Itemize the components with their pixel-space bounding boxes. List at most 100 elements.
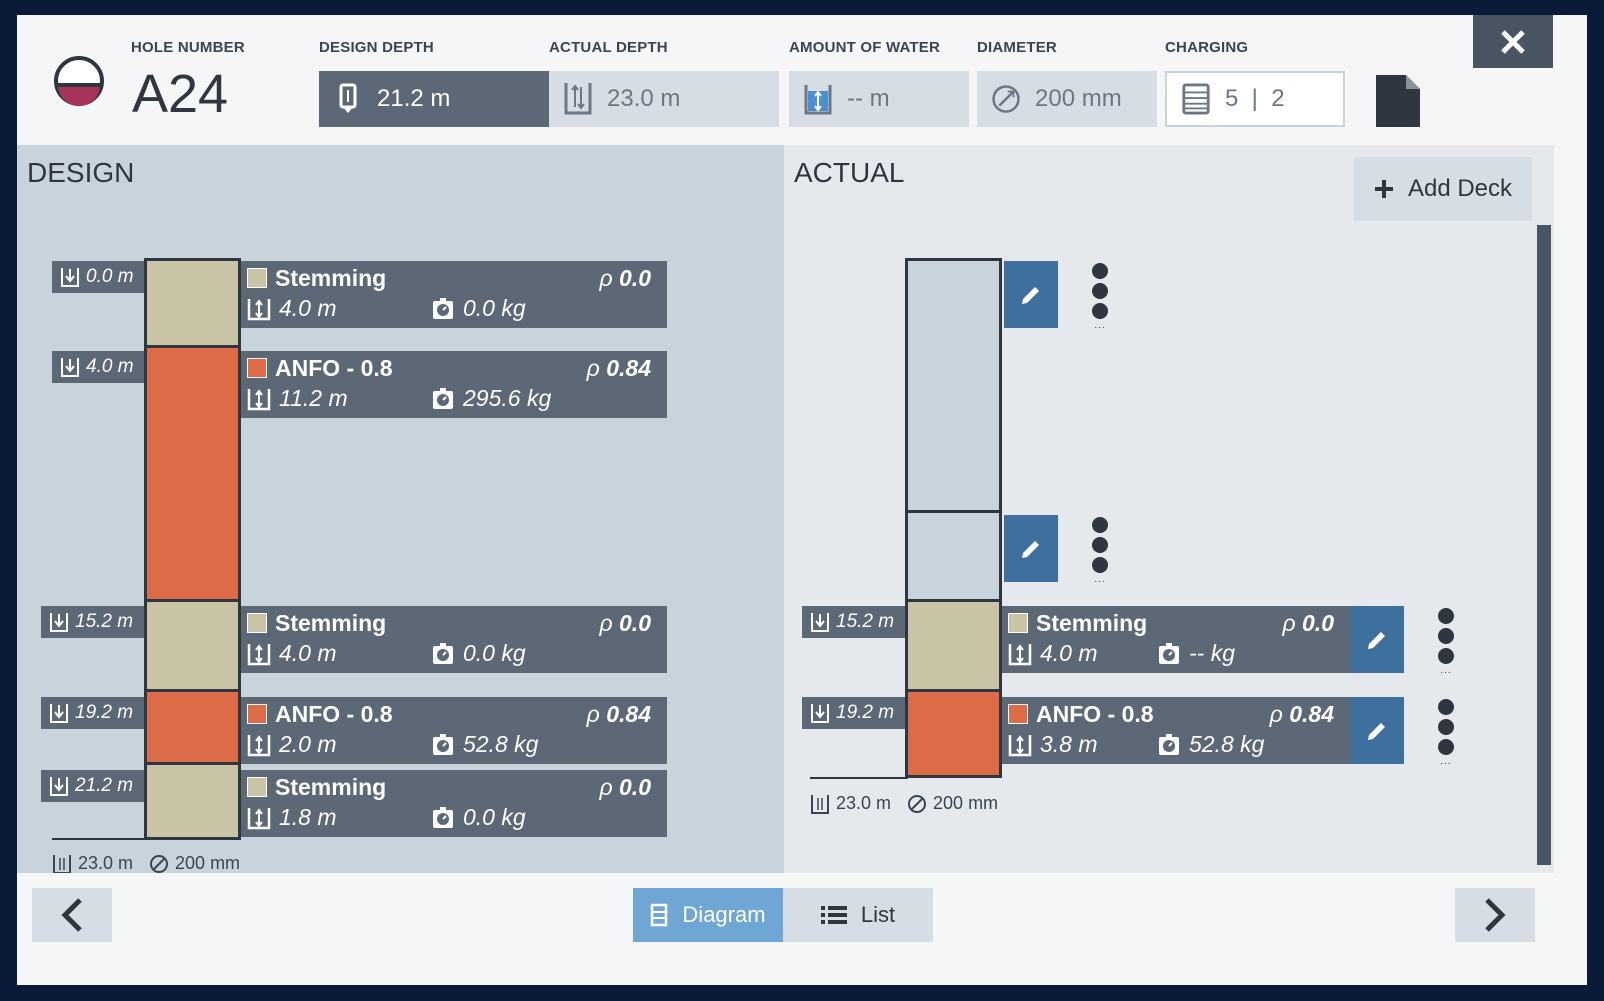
deck-name: Stemming: [1036, 610, 1148, 636]
deck-mass: 0.0 kg: [431, 295, 526, 322]
deck-density: ρ 0.84: [1269, 701, 1334, 727]
more-options-button[interactable]: ...: [1436, 608, 1456, 678]
tab-diagram[interactable]: Diagram: [633, 888, 783, 942]
deck-card[interactable]: Stemming ρ 0.0 4.0 m 0.0 kg: [241, 261, 667, 328]
diameter-value: 200 mm: [1035, 85, 1122, 112]
hole-dialog: HOLE NUMBER A24 DESIGN DEPTH 21.2 m ACTU…: [17, 15, 1587, 985]
design-depth-field[interactable]: 21.2 m: [319, 71, 549, 127]
deck-card[interactable]: ANFO - 0.8 ρ 0.84 3.8 m 52.8 kg: [1002, 697, 1350, 764]
charging-label: CHARGING: [1165, 39, 1249, 56]
water-field[interactable]: -- m: [789, 71, 969, 127]
design-depth-value: 21.2 m: [377, 85, 451, 112]
length-icon: [247, 643, 271, 665]
edit-deck-button[interactable]: [1004, 515, 1058, 582]
depth-icon: [50, 704, 68, 723]
charging-field[interactable]: 5 | 2: [1165, 71, 1345, 127]
list-icon: [820, 906, 847, 924]
edit-deck-button[interactable]: [1004, 261, 1058, 328]
deck-length: 2.0 m: [247, 731, 337, 758]
diameter-field[interactable]: 200 mm: [977, 71, 1157, 127]
more-options-button[interactable]: ...: [1436, 699, 1456, 769]
footer: Diagram List: [17, 873, 1587, 985]
design-bottom-info: 23.0 m 200 mm: [52, 853, 240, 874]
actual-segment-empty: [908, 513, 999, 599]
weight-icon: [433, 642, 453, 664]
hole-number: A24: [132, 64, 229, 124]
deck-card[interactable]: Stemming ρ 0.0 1.8 m 0.0 kg: [241, 770, 667, 837]
add-deck-button[interactable]: Add Deck: [1354, 157, 1532, 221]
design-hole-column: [144, 258, 241, 840]
actual-segment-stemming: [908, 602, 999, 689]
edit-deck-button[interactable]: [1350, 697, 1404, 764]
deck-density: ρ 0.0: [599, 610, 651, 636]
depth-tag: 19.2 m: [802, 697, 905, 729]
deck-density: ρ 0.84: [586, 701, 651, 727]
deck-card[interactable]: Stemming ρ 0.0 4.0 m -- kg: [1002, 606, 1350, 673]
length-icon: [247, 734, 271, 756]
more-options-button[interactable]: ...: [1090, 517, 1110, 587]
next-button[interactable]: [1455, 888, 1535, 942]
weight-icon: [433, 387, 453, 409]
previous-button[interactable]: [32, 888, 112, 942]
design-segment-anfo: [147, 348, 238, 599]
deck-name: ANFO - 0.8: [275, 355, 393, 381]
length-icon: [247, 807, 271, 829]
deck-card[interactable]: ANFO - 0.8 ρ 0.84 2.0 m 52.8 kg: [241, 697, 667, 764]
deck-color-swatch: [1008, 613, 1028, 633]
depth-icon: [811, 613, 829, 632]
design-title: DESIGN: [27, 157, 135, 188]
plus-icon: [1374, 180, 1393, 198]
document-icon[interactable]: [1374, 73, 1422, 129]
close-icon: [1501, 29, 1525, 54]
close-button[interactable]: [1473, 15, 1553, 68]
length-icon: [247, 388, 271, 410]
deck-color-swatch: [247, 268, 267, 288]
deck-density: ρ 0.0: [599, 265, 651, 291]
deck-name: Stemming: [275, 610, 387, 636]
depth-tag: 15.2 m: [41, 606, 144, 638]
deck-length: 4.0 m: [1008, 640, 1098, 667]
actual-depth-field[interactable]: 23.0 m: [549, 71, 779, 127]
length-icon: [247, 298, 271, 320]
design-segment-stemming: [147, 602, 238, 689]
weight-icon: [433, 806, 453, 828]
pencil-icon: [1368, 722, 1385, 740]
design-panel: DESIGN 0.0 m Stemming ρ 0.0 4.0 m: [17, 145, 784, 874]
more-options-button[interactable]: ...: [1090, 263, 1110, 333]
charging-icon: [1181, 81, 1211, 117]
view-toggle: Diagram List: [633, 888, 933, 942]
deck-density: ρ 0.0: [1282, 610, 1334, 636]
depth-tag: 0.0 m: [52, 261, 144, 293]
pencil-icon: [1022, 286, 1039, 304]
length-icon: [1008, 643, 1032, 665]
deck-color-swatch: [247, 704, 267, 724]
actual-bottom-info: 23.0 m 200 mm: [810, 793, 998, 814]
charging-value: 5 | 2: [1225, 85, 1285, 112]
scrollbar[interactable]: [1537, 225, 1551, 865]
deck-length: 3.8 m: [1008, 731, 1098, 758]
deck-name: ANFO - 0.8: [1036, 701, 1154, 727]
edit-deck-button[interactable]: [1350, 606, 1404, 673]
weight-icon: [433, 733, 453, 755]
deck-name: ANFO - 0.8: [275, 701, 393, 727]
actual-segment-empty: [908, 261, 999, 510]
weight-icon: [1159, 733, 1179, 755]
depth-icon: [50, 613, 68, 632]
deck-length: 1.8 m: [247, 804, 337, 831]
deck-card[interactable]: Stemming ρ 0.0 4.0 m 0.0 kg: [241, 606, 667, 673]
actual-depth-icon: [563, 81, 593, 117]
water-icon: [803, 81, 833, 117]
tab-list[interactable]: List: [783, 888, 933, 942]
deck-name: Stemming: [275, 265, 387, 291]
deck-length: 4.0 m: [247, 640, 337, 667]
actual-title: ACTUAL: [794, 157, 905, 188]
hole-number-label: HOLE NUMBER: [131, 39, 245, 56]
length-icon: [1008, 734, 1032, 756]
actual-depth-label: ACTUAL DEPTH: [549, 39, 668, 56]
actual-segment-anfo: [908, 692, 999, 775]
hole-status-icon: [54, 56, 104, 106]
deck-card[interactable]: ANFO - 0.8 ρ 0.84 11.2 m 295.6 kg: [241, 351, 667, 418]
diameter-icon: [991, 81, 1021, 117]
weight-icon: [1159, 642, 1179, 664]
depth-total-icon: [53, 854, 71, 874]
